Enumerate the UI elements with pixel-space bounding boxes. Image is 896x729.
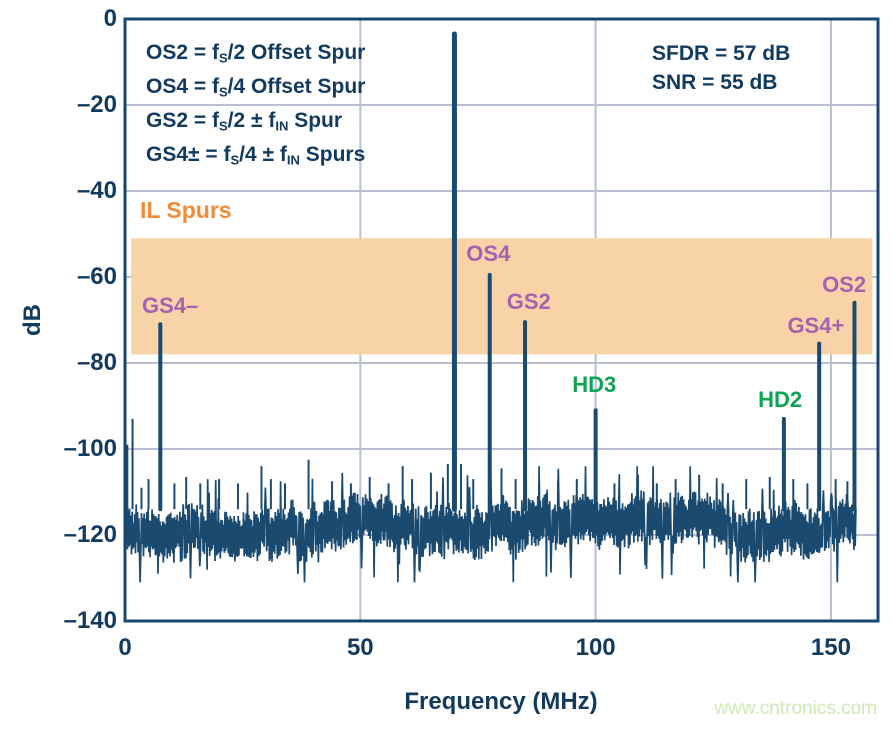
y-tick-label: 0 (103, 5, 117, 32)
performance-stats: SFDR = 57 dB SNR = 55 dB (652, 39, 790, 97)
y-axis-title: dB (19, 304, 46, 336)
y-tick-label: –140 (63, 607, 117, 634)
watermark: www.cntronics.com (714, 698, 877, 719)
x-axis-title: Frequency (MHz) (404, 688, 598, 715)
stat-line: SNR = 55 dB (652, 71, 778, 94)
x-tick-label: 0 (118, 634, 132, 661)
spur-label-HD2: HD2 (758, 387, 803, 413)
legend-line: OS2 = fS/2 Offset Spur (146, 41, 366, 66)
legend-line: GS4± = fS/4 ± fIN Spurs (146, 143, 366, 169)
spur-legend: OS2 = fS/2 Offset Spur OS4 = fS/4 Offset … (146, 39, 365, 176)
x-tick-label: 50 (346, 634, 374, 661)
plot-border (123, 17, 880, 623)
il-spurs-band-label: IL Spurs (140, 197, 232, 223)
spur-label-GS4+: GS4+ (787, 313, 845, 339)
spur-label-OS4: OS4 (466, 240, 511, 266)
spur-label-GS4-: GS4– (142, 293, 199, 319)
spur-label-GS2: GS2 (506, 288, 551, 314)
y-tick-label: –80 (76, 349, 117, 376)
legend-line: OS4 = fS/4 Offset Spur (146, 75, 366, 100)
y-tick-label: –100 (63, 435, 117, 462)
spur-label-HD3: HD3 (572, 371, 617, 397)
y-tick-label: –40 (76, 177, 117, 204)
legend-line: GS2 = fS/2 ± fIN Spur (146, 109, 343, 134)
y-tick-label: –60 (76, 263, 117, 290)
spur-label-OS2: OS2 (822, 272, 867, 298)
x-tick-label: 150 (810, 634, 851, 661)
x-tick-label: 100 (575, 634, 616, 661)
stat-line: SFDR = 57 dB (652, 42, 791, 65)
il-spurs-band (131, 238, 873, 355)
y-tick-label: –120 (63, 521, 117, 548)
y-tick-label: –20 (76, 91, 117, 118)
